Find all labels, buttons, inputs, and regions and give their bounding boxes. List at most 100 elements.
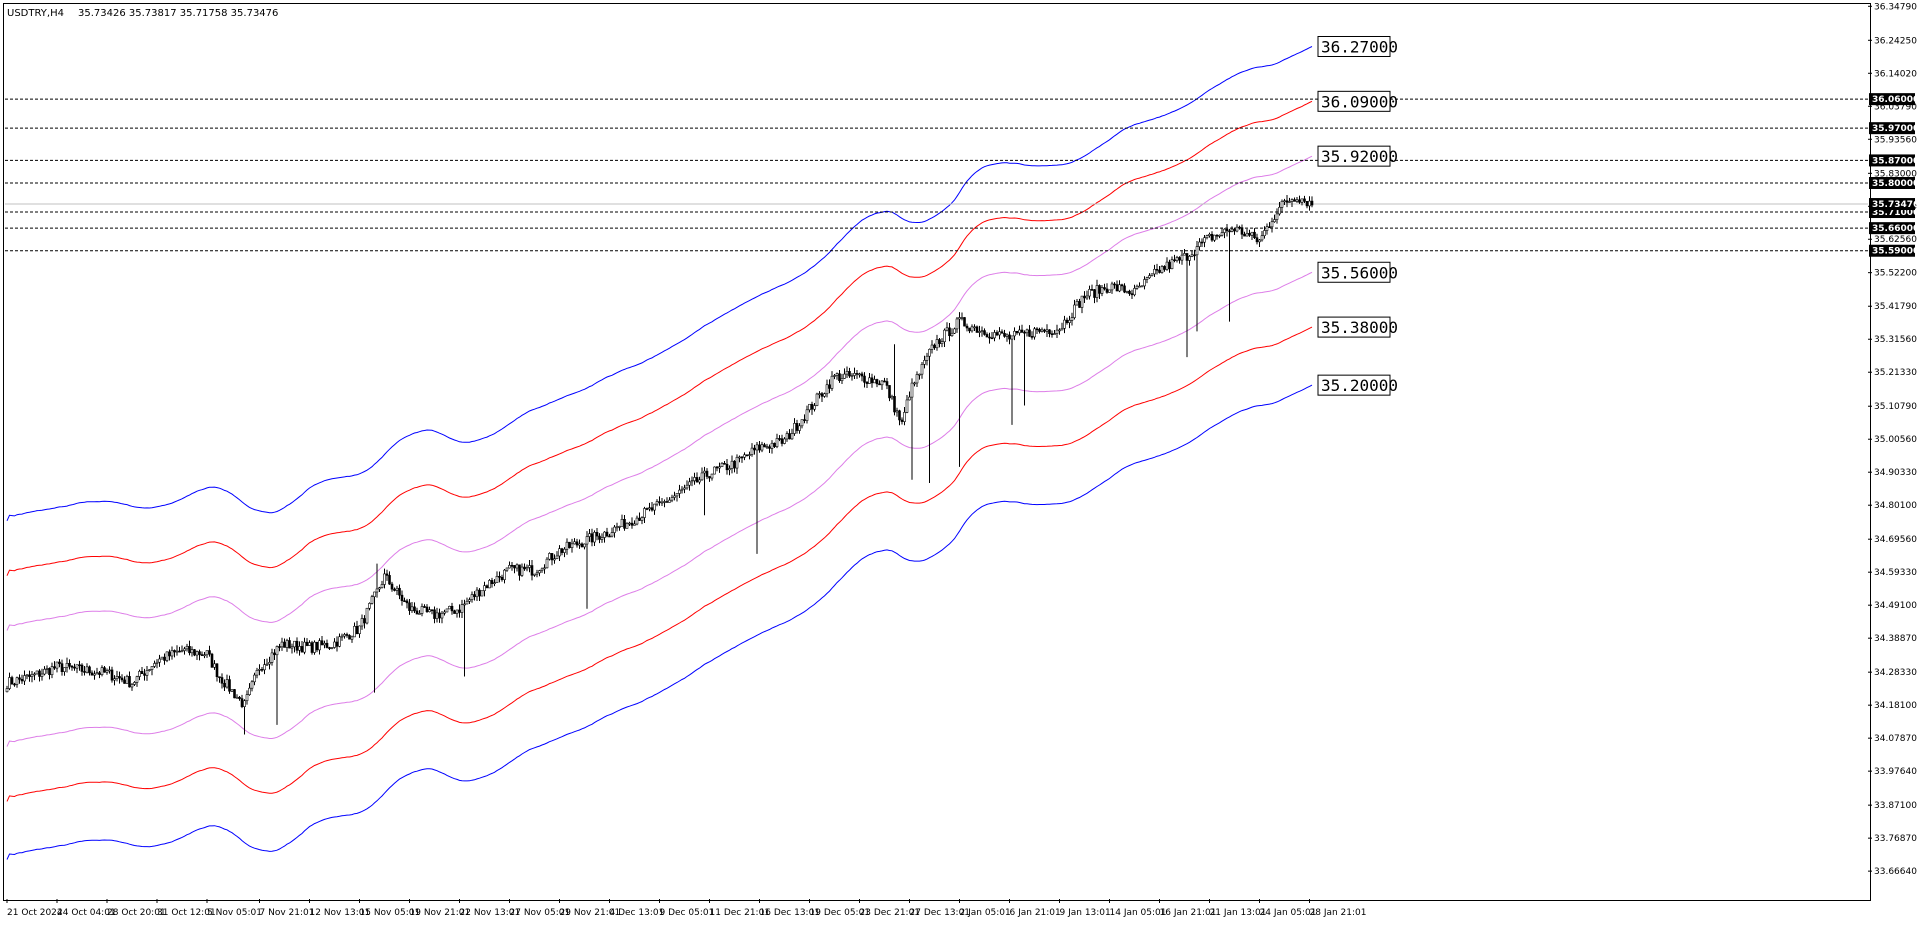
candle-body bbox=[1180, 254, 1184, 261]
candle-body bbox=[1238, 226, 1241, 229]
candle-body bbox=[943, 329, 946, 343]
candle-body bbox=[1183, 253, 1186, 256]
candle-body bbox=[928, 349, 931, 357]
candle-body bbox=[118, 676, 121, 679]
candle-body bbox=[955, 318, 959, 330]
candle-body bbox=[893, 396, 896, 413]
candle-body bbox=[295, 640, 299, 651]
candle-body bbox=[930, 344, 934, 350]
y-tick-label: 35.10790 bbox=[1874, 402, 1917, 412]
candle-body bbox=[858, 373, 861, 376]
candle-body bbox=[520, 566, 524, 576]
candle-body bbox=[643, 508, 646, 518]
candle-body bbox=[463, 603, 466, 606]
candle-body bbox=[668, 499, 671, 503]
candle-body bbox=[303, 641, 306, 653]
candle-body bbox=[820, 393, 824, 397]
candle-body bbox=[260, 669, 264, 671]
candle-body bbox=[28, 674, 31, 677]
candle-body bbox=[63, 667, 66, 672]
candle-body bbox=[60, 663, 64, 672]
level-tag-label: 35.97000 bbox=[1872, 124, 1919, 134]
candle-body bbox=[653, 503, 656, 511]
candle-body bbox=[1160, 266, 1164, 273]
candle-body bbox=[690, 480, 694, 483]
candle-body bbox=[413, 606, 416, 612]
candle-body bbox=[278, 646, 281, 648]
candle-body bbox=[95, 672, 99, 675]
candle-body bbox=[1170, 259, 1174, 270]
x-tick-label: 2 Jan 05:01 bbox=[960, 908, 1011, 918]
y-tick-label: 33.76870 bbox=[1874, 834, 1917, 844]
candle-body bbox=[218, 676, 221, 679]
candle-body bbox=[1100, 287, 1104, 294]
candle-body bbox=[150, 666, 154, 670]
candle-body bbox=[658, 501, 661, 503]
x-tick-label: 19 Nov 21:01 bbox=[410, 908, 471, 918]
candle-body bbox=[473, 594, 476, 598]
y-tick-label: 34.69560 bbox=[1874, 535, 1917, 545]
candle-body bbox=[315, 641, 319, 651]
candle-body bbox=[920, 364, 924, 375]
candle-body bbox=[80, 664, 84, 672]
candle-body bbox=[323, 642, 326, 646]
candle-body bbox=[953, 328, 956, 334]
candle-body bbox=[1173, 259, 1176, 262]
candle-body bbox=[848, 371, 851, 377]
x-tick-label: 24 Oct 04:01 bbox=[57, 908, 116, 918]
candle-body bbox=[1148, 275, 1151, 279]
candle-body bbox=[50, 666, 54, 676]
candle-body bbox=[1240, 227, 1244, 235]
candle-body bbox=[298, 646, 301, 651]
candle-body bbox=[808, 403, 811, 411]
y-tick-label: 34.18100 bbox=[1874, 701, 1917, 711]
candle-body bbox=[883, 380, 886, 383]
candle-body bbox=[45, 668, 49, 670]
candle-body bbox=[603, 531, 606, 538]
plot-frame bbox=[3, 3, 1871, 901]
candle-body bbox=[388, 575, 391, 585]
candle-body bbox=[1030, 336, 1034, 338]
candle-body bbox=[375, 588, 379, 593]
candle-body bbox=[1015, 330, 1019, 334]
candle-body bbox=[843, 373, 846, 379]
candle-body bbox=[1065, 319, 1069, 323]
candle-body bbox=[1105, 288, 1109, 293]
candle-body bbox=[783, 438, 786, 444]
candle-body bbox=[530, 565, 534, 576]
x-tick-label: 4 Dec 13:01 bbox=[610, 908, 665, 918]
candle-body bbox=[68, 662, 71, 667]
candle-body bbox=[938, 339, 941, 344]
candle-body bbox=[865, 382, 869, 384]
candle-body bbox=[1190, 254, 1194, 257]
candle-body bbox=[300, 646, 304, 653]
lower-middle-band bbox=[6, 326, 1313, 802]
candle-body bbox=[1168, 261, 1171, 270]
candle-body bbox=[1235, 226, 1239, 232]
candle-body bbox=[490, 580, 494, 584]
ohlc-readout: 35.73426 35.73817 35.71758 35.73476 bbox=[78, 8, 278, 19]
candle-body bbox=[568, 541, 571, 548]
candle-body bbox=[635, 517, 639, 525]
candle-body bbox=[1150, 273, 1154, 276]
candle-body bbox=[200, 654, 204, 656]
candle-body bbox=[753, 447, 756, 451]
candle-body bbox=[678, 489, 681, 494]
candle-body bbox=[10, 677, 14, 685]
candle-body bbox=[778, 438, 781, 440]
candle-body bbox=[998, 331, 1001, 336]
candle-body bbox=[13, 683, 16, 686]
candle-body bbox=[1198, 241, 1201, 247]
candle-body bbox=[565, 541, 569, 550]
candle-body bbox=[1268, 226, 1271, 229]
candle-body bbox=[1140, 285, 1144, 288]
candle-body bbox=[1273, 219, 1276, 223]
candle-body bbox=[1070, 317, 1074, 321]
candle-body bbox=[585, 536, 589, 545]
candle-body bbox=[950, 332, 954, 337]
candle-body bbox=[498, 575, 501, 578]
candle-body bbox=[888, 385, 891, 399]
candle-body bbox=[963, 317, 966, 327]
